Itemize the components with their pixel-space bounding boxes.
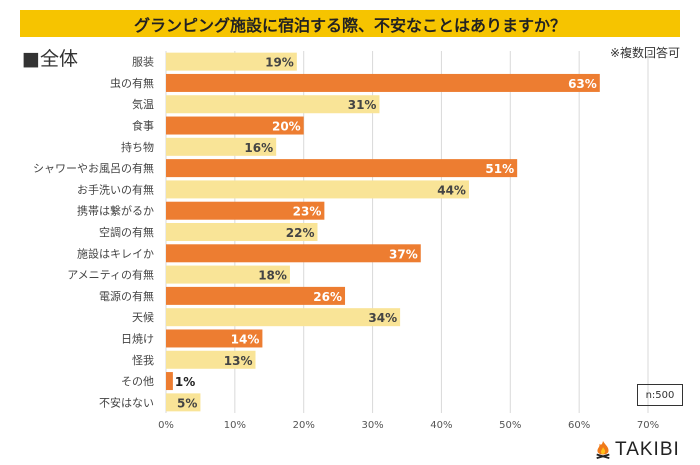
sample-size: n:500	[637, 384, 683, 406]
data-label: 31%	[348, 98, 377, 112]
bar	[166, 329, 263, 348]
category-label: 空調の有無	[99, 225, 154, 239]
category-label: 日焼け	[121, 332, 154, 345]
bar	[166, 372, 173, 391]
data-label: 34%	[368, 311, 397, 325]
category-label: 持ち物	[121, 140, 154, 154]
data-label: 14%	[231, 332, 260, 346]
multiple-answer-note: ※複数回答可	[609, 46, 680, 60]
category-label: 服装	[132, 56, 154, 69]
bar	[166, 265, 290, 284]
data-label: 22%	[286, 226, 315, 240]
category-label: お手洗いの有無	[77, 182, 154, 196]
x-tick-label: 0%	[158, 420, 174, 431]
data-label: 63%	[568, 77, 597, 91]
brand-logo: TAKIBI	[594, 439, 680, 461]
bar	[166, 73, 600, 92]
data-label: 26%	[313, 290, 342, 304]
category-label: シャワーやお風呂の有無	[33, 161, 154, 175]
bar	[166, 286, 346, 305]
category-label: 天候	[132, 310, 154, 324]
data-label: 20%	[272, 120, 301, 134]
x-tick-label: 30%	[361, 420, 383, 431]
bar	[166, 350, 256, 369]
category-label: 気温	[132, 97, 154, 111]
bar	[166, 95, 380, 114]
category-label: 施設はキレイか	[77, 246, 154, 260]
section-label: ■全体	[22, 48, 78, 70]
data-label: 18%	[258, 269, 287, 283]
bar	[166, 137, 277, 156]
data-label: 37%	[389, 247, 418, 261]
category-label: 携帯は繋がるか	[77, 204, 154, 218]
bar	[166, 201, 325, 220]
data-label: 5%	[177, 396, 197, 410]
x-tick-label: 50%	[499, 420, 521, 431]
bar	[166, 244, 421, 263]
category-label: その他	[121, 375, 154, 388]
data-label: 1%	[175, 375, 195, 389]
x-tick-label: 10%	[224, 420, 246, 431]
chart-title: グランピング施設に宿泊する際、不安なことはありますか？	[20, 10, 680, 37]
bar	[166, 159, 518, 178]
data-label: 44%	[437, 183, 466, 197]
x-tick-label: 70%	[637, 420, 659, 431]
data-label: 19%	[265, 56, 294, 70]
bar	[166, 393, 201, 412]
data-label: 16%	[244, 141, 273, 155]
bar	[166, 180, 469, 199]
category-label: アメニティの有無	[67, 268, 154, 282]
x-tick-label: 40%	[430, 420, 452, 431]
category-label: 虫の有無	[110, 76, 154, 90]
category-label: 食事	[132, 119, 154, 133]
bar	[166, 116, 304, 135]
x-tick-label: 60%	[568, 420, 590, 431]
category-label: 不安はない	[99, 395, 154, 409]
bar	[166, 223, 318, 241]
x-tick-label: 20%	[293, 420, 315, 431]
bar	[166, 308, 401, 327]
campfire-icon	[596, 441, 610, 459]
brand-name: TAKIBI	[615, 439, 680, 460]
category-label: 電源の有無	[99, 289, 154, 303]
data-label: 23%	[293, 205, 322, 219]
data-label: 51%	[485, 162, 514, 176]
category-label: 怪我	[132, 353, 154, 367]
data-label: 13%	[224, 354, 253, 368]
bar	[166, 52, 297, 71]
